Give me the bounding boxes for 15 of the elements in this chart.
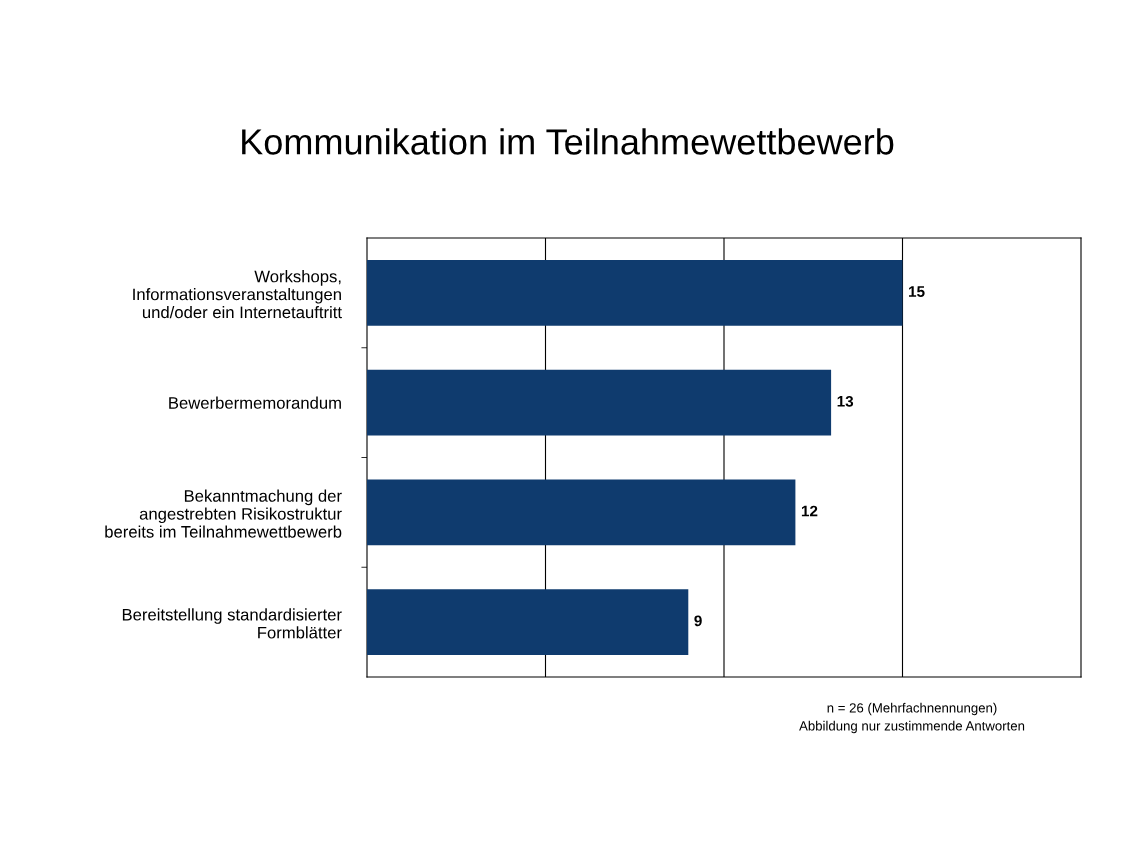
y-tick-label: Workshops, Informationsveranstaltungen und/oder ein Internetauftritt: [133, 270, 342, 319]
text: Abbildung nur zustimmende Antworten: [799, 720, 1025, 734]
bar: [367, 259, 903, 326]
chart-title: Kommunikation im Teilnahmewettbewerb: [242, 128, 894, 155]
data-label: 12: [801, 505, 818, 517]
data-label: 13: [837, 395, 854, 407]
data-label: 9: [694, 615, 702, 627]
y-tick-label: Bewerbermemorandum: [169, 396, 341, 409]
y-tick-label: Bekanntmachung der angestrebten Risikostruktur bereits im Teilnahmewettbewerb: [105, 489, 342, 538]
bar: [367, 589, 689, 656]
y-tick-label: Bereitstellung standardisierter Formblätter: [122, 608, 342, 639]
data-label: 15: [909, 286, 925, 297]
bar: [367, 479, 796, 546]
text: n = 26 (Mehrfachnennungen): [827, 702, 997, 716]
bar: [367, 369, 832, 436]
